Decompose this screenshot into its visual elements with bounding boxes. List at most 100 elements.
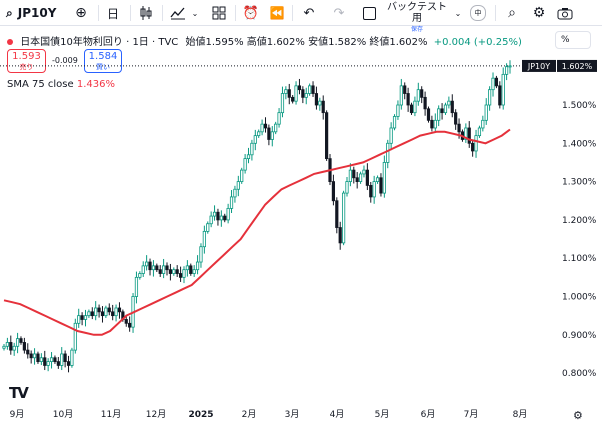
candle-body: [467, 127, 471, 144]
candle-body: [124, 319, 128, 324]
candle-body: [114, 307, 118, 317]
camera-icon: [557, 7, 573, 19]
candle-body: [338, 227, 342, 244]
candle-body: [250, 142, 254, 156]
candle-body: [348, 169, 352, 183]
candle-body: [280, 93, 285, 114]
mid-label: 中: [470, 5, 486, 21]
candle-body: [379, 177, 383, 194]
x-tick-label: 11月: [101, 409, 121, 420]
candle-body: [440, 108, 444, 114]
toolbar-divider: [235, 5, 236, 21]
candle-body: [501, 73, 505, 106]
layout-toggle[interactable]: [362, 0, 376, 26]
y-tick-label: 0.900%: [562, 331, 597, 341]
settings-button[interactable]: ⚙: [530, 0, 548, 26]
sma-value: 1.436%: [76, 79, 115, 90]
x-tick-label: 6月: [421, 409, 436, 420]
tradingview-logo: TV: [9, 384, 29, 402]
candle-body: [182, 269, 186, 278]
candle-body: [263, 123, 268, 129]
redo-button[interactable]: ↷: [330, 0, 348, 26]
snapshot-button[interactable]: [556, 0, 574, 26]
candle-body: [311, 85, 315, 94]
candle-body: [253, 135, 257, 144]
indicators-dropdown[interactable]: ⌄: [190, 0, 200, 26]
candle-body: [90, 311, 94, 317]
candle-body: [63, 353, 67, 363]
candle-body: [165, 265, 169, 271]
candle-body: [9, 342, 13, 351]
spread-value: -0.009: [52, 56, 78, 65]
replay-button[interactable]: ⏪: [268, 0, 286, 26]
candle-body: [457, 123, 461, 133]
mid-button[interactable]: 中: [470, 0, 486, 26]
candle-body: [331, 181, 336, 202]
undo-button[interactable]: ↶: [300, 0, 318, 26]
candle-body: [274, 123, 278, 133]
candle-body: [219, 215, 223, 221]
candle-body: [314, 93, 319, 106]
candle-body: [450, 100, 454, 114]
alarm-icon: ⏰: [242, 5, 260, 21]
grid-icon: [212, 6, 226, 20]
candle-body: [426, 108, 431, 121]
search-button[interactable]: ⌕: [503, 0, 521, 26]
candle-body: [335, 200, 339, 228]
percent-label: %: [561, 35, 570, 45]
candle-body: [481, 119, 485, 129]
candle-body: [240, 169, 244, 183]
backtest-dropdown[interactable]: ⌄: [453, 0, 463, 26]
candle-body: [382, 162, 386, 194]
candle-body: [352, 169, 356, 179]
last-price-symbol: JP10Y: [527, 62, 550, 71]
chart-type-button[interactable]: [137, 0, 155, 26]
last-price-symbol-badge: [522, 59, 556, 72]
candle-body: [199, 246, 203, 263]
candle-body: [447, 100, 451, 106]
redo-icon: ↷: [333, 5, 345, 21]
candle-body: [508, 65, 512, 68]
candle-body: [39, 357, 43, 363]
percent-scale-button[interactable]: %: [555, 31, 591, 49]
candle-body: [29, 353, 33, 359]
sell-label: 売り: [19, 63, 34, 71]
candle-body: [134, 276, 139, 297]
candle-body: [168, 269, 173, 274]
candle-body: [226, 208, 230, 221]
candle-body: [277, 112, 281, 125]
layout-button[interactable]: [210, 0, 228, 26]
interval-button[interactable]: 日: [104, 0, 122, 26]
candle-body: [409, 104, 414, 114]
candle-body: [70, 349, 74, 366]
indicators-button[interactable]: [169, 0, 187, 26]
axis-settings-button[interactable]: ⚙: [573, 409, 583, 422]
sell-button[interactable]: 1.593 売り: [7, 49, 46, 73]
y-tick-label: 0.800%: [562, 369, 597, 379]
indicators-icon: [170, 7, 185, 20]
candle-body: [80, 315, 84, 320]
candle-body: [420, 89, 424, 98]
candle-body: [19, 338, 23, 343]
candle-body: [375, 177, 380, 183]
backtest-save-button[interactable]: バックテスト用 保存: [383, 0, 451, 33]
candle-body: [304, 93, 308, 98]
candle-body: [392, 116, 397, 129]
buy-button[interactable]: 1.584 買い: [84, 49, 122, 73]
search-icon: ⌕: [508, 5, 516, 21]
candle-body: [369, 185, 373, 198]
candle-body: [246, 154, 251, 160]
candle-body: [233, 188, 237, 198]
candle-body: [178, 273, 183, 278]
candle-body: [192, 269, 196, 274]
y-tick-label: 1.300%: [562, 178, 597, 188]
candle-body: [87, 311, 91, 317]
candle-body: [229, 196, 234, 209]
symbol-search-button[interactable]: ⌕ JP10Y: [6, 0, 56, 26]
candle-body: [423, 96, 427, 110]
compare-symbol-button[interactable]: ⊕: [72, 0, 90, 26]
candle-body: [189, 265, 193, 274]
alert-button[interactable]: ⏰: [242, 0, 260, 26]
candle-body: [138, 273, 142, 278]
